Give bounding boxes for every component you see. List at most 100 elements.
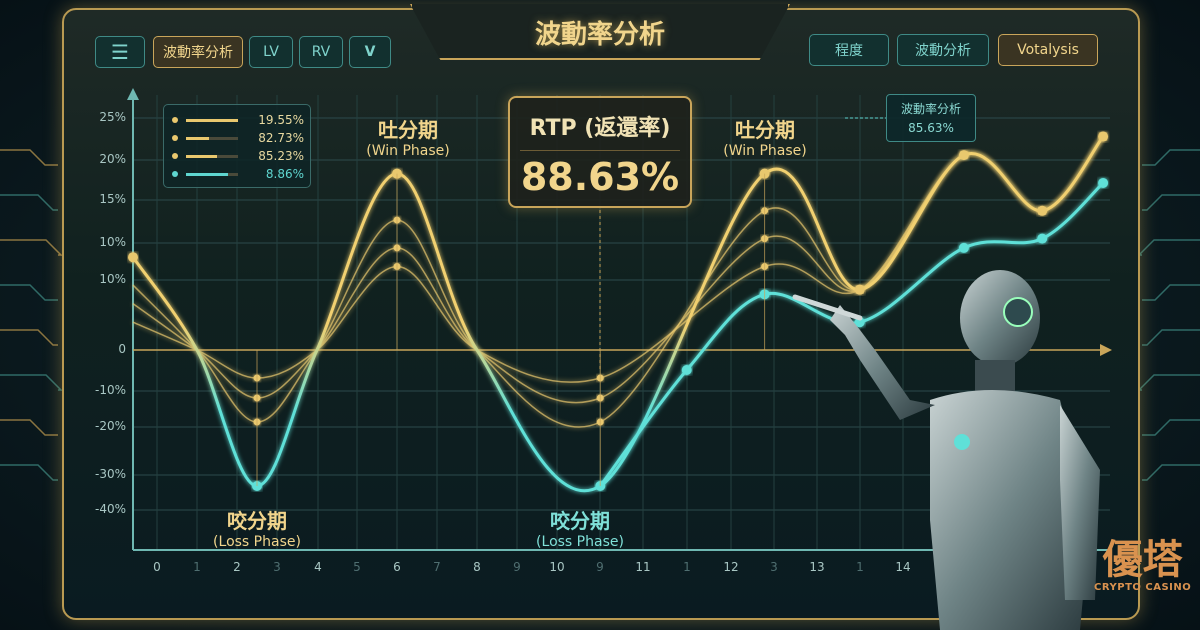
legend-bar: [186, 118, 238, 122]
circuit-line: [0, 284, 58, 301]
y-tick-label: -30%: [94, 467, 126, 481]
y-tick-label: 25%: [99, 110, 126, 124]
votalysis-button[interactable]: Votalysis: [998, 34, 1098, 66]
legend-item: 82.73%: [172, 129, 304, 147]
lv-button[interactable]: LV: [249, 36, 293, 68]
circuit-line: [0, 149, 58, 166]
data-point: [1037, 233, 1048, 244]
x-tick-label: 9: [513, 560, 521, 574]
x-tick-label: 8: [473, 560, 481, 574]
chevron-down-icon: V: [364, 44, 376, 60]
data-point: [958, 150, 969, 161]
volatility-analysis-button[interactable]: 波動率分析: [153, 36, 243, 68]
x-tick-label: 1: [193, 560, 201, 574]
x-tick-label: 9: [596, 560, 604, 574]
x-tick-label: 1: [856, 560, 864, 574]
x-tick-label: 6: [393, 560, 401, 574]
volatility-tooltip: 波動率分析 85.63%: [886, 94, 976, 142]
page-title: 波動率分析: [534, 20, 665, 50]
x-tick-label: 11: [635, 560, 651, 574]
legend-dot: [172, 135, 178, 141]
legend-bar: [186, 136, 210, 140]
robot-torso: [930, 390, 1090, 630]
dropdown-button[interactable]: V: [349, 36, 391, 68]
legend-dot: [172, 117, 178, 123]
legend-item: 85.23%: [172, 147, 304, 165]
y-tick-label: 10%: [99, 272, 126, 286]
rtp-value: 88.63%: [520, 150, 680, 199]
legend-item: 19.55%: [172, 111, 304, 129]
rv-button[interactable]: RV: [299, 36, 343, 68]
data-point: [1098, 131, 1109, 142]
circuit-line: [1142, 284, 1200, 301]
degree-button[interactable]: 程度: [809, 34, 889, 66]
circuit-line: [0, 329, 58, 346]
volatility-button[interactable]: 波動分析: [897, 34, 989, 66]
stylus: [792, 294, 863, 321]
x-tick-label: 3: [273, 560, 281, 574]
x-tick-label: 14: [895, 560, 911, 574]
data-point: [958, 242, 969, 253]
legend-dot: [172, 171, 178, 177]
data-point: [681, 365, 692, 375]
x-tick-label: 13: [809, 560, 825, 574]
x-tick-label: 4: [314, 560, 322, 574]
y-tick-label: -40%: [94, 502, 126, 516]
legend-dot: [172, 153, 178, 159]
legend-bar: [186, 172, 228, 176]
robot-right-arm: [1060, 405, 1100, 600]
circuit-line: [1137, 239, 1200, 256]
y-tick-label: 0: [118, 342, 126, 356]
robot-head: [960, 270, 1040, 366]
loss-phase-label: 咬分期 (Loss Phase): [213, 509, 301, 550]
y-tick-label: 15%: [99, 192, 126, 206]
circuit-line: [1142, 419, 1200, 436]
circuit-line: [0, 464, 58, 481]
x-tick-label: 1: [683, 560, 691, 574]
data-point: [1037, 205, 1048, 216]
x-tick-label: 7: [433, 560, 441, 574]
menu-button[interactable]: ☰: [95, 36, 145, 68]
y-axis-arrow-icon: [127, 88, 139, 100]
x-tick-label: 5: [353, 560, 361, 574]
win-phase-label: 吐分期 (Win Phase): [723, 118, 807, 159]
circuit-line: [1142, 149, 1200, 166]
data-point: [854, 284, 865, 295]
circuit-line: [0, 419, 58, 436]
x-tick-label: 2: [233, 560, 241, 574]
data-point: [128, 252, 138, 263]
circuit-line: [0, 374, 63, 391]
y-tick-label: 20%: [99, 152, 126, 166]
x-axis-arrow-icon: [1100, 344, 1112, 356]
y-tick-label: 10%: [99, 235, 126, 249]
rtp-card: RTP (返還率) 88.63%: [508, 96, 692, 208]
circuit-line: [1142, 329, 1200, 346]
robot-arm: [830, 305, 935, 420]
hamburger-menu-icon: ☰: [111, 40, 129, 64]
robot-ear-icon: [1003, 297, 1033, 327]
circuit-line: [0, 194, 58, 211]
x-tick-label: 12: [723, 560, 739, 574]
x-tick-label: 10: [549, 560, 565, 574]
legend-item: 8.86%: [172, 165, 304, 183]
y-tick-label: -20%: [94, 419, 126, 433]
rtp-label: RTP (返還率): [529, 116, 671, 141]
circuit-line: [1137, 374, 1200, 391]
brand-logo: 優塔 CRYPTO CASINO: [1094, 537, 1192, 593]
win-phase-label: 吐分期 (Win Phase): [366, 118, 450, 159]
title-tab: [410, 4, 790, 60]
circuit-line: [0, 239, 63, 256]
x-tick-label: 3: [770, 560, 778, 574]
robot-chest-light: [954, 434, 970, 450]
loss-phase-label: 咬分期 (Loss Phase): [536, 509, 624, 550]
circuit-line: [1142, 464, 1200, 481]
legend-bar: [186, 154, 218, 158]
circuit-line: [1142, 194, 1200, 211]
y-tick-label: -10%: [94, 383, 126, 397]
data-point: [1098, 177, 1109, 188]
x-tick-label: 0: [153, 560, 161, 574]
legend: 19.55% 82.73% 85.23% 8.86%: [163, 104, 311, 188]
